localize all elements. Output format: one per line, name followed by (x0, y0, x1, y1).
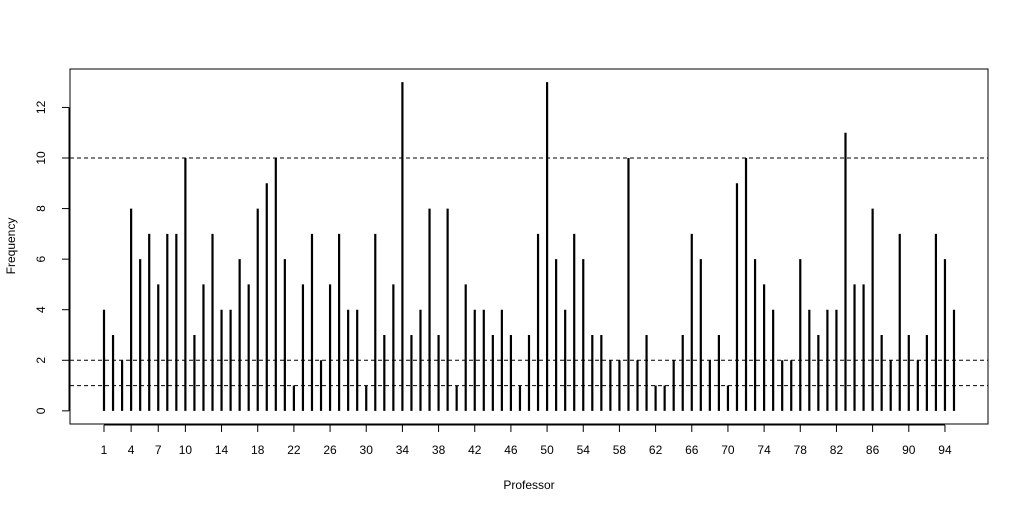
y-tick-label: 2 (34, 357, 48, 364)
x-tick-label: 94 (938, 443, 952, 457)
x-tick-label: 46 (504, 443, 518, 457)
x-tick-label: 66 (685, 443, 699, 457)
y-tick-label: 4 (34, 306, 48, 313)
y-tick-label: 0 (34, 407, 48, 414)
x-tick-label: 82 (830, 443, 844, 457)
x-tick-label: 58 (613, 443, 627, 457)
x-tick-label: 50 (540, 443, 554, 457)
x-tick-label: 74 (757, 443, 771, 457)
x-axis-label: Professor (503, 478, 554, 492)
y-tick-label: 6 (34, 255, 48, 262)
x-tick-label: 10 (179, 443, 193, 457)
y-tick-label: 8 (34, 205, 48, 212)
x-tick-label: 70 (721, 443, 735, 457)
x-tick-label: 90 (902, 443, 916, 457)
x-tick-label: 30 (360, 443, 374, 457)
x-tick-label: 86 (866, 443, 880, 457)
x-tick-label: 34 (396, 443, 410, 457)
x-tick-label: 62 (649, 443, 663, 457)
x-tick-label: 78 (794, 443, 808, 457)
x-tick-label: 18 (251, 443, 265, 457)
x-tick-label: 14 (215, 443, 229, 457)
x-tick-label: 38 (432, 443, 446, 457)
x-tick-label: 42 (468, 443, 482, 457)
y-tick-label: 10 (34, 151, 48, 165)
y-axis-label: Frequency (4, 218, 18, 275)
x-tick-label: 4 (128, 443, 135, 457)
x-tick-label: 1 (101, 443, 108, 457)
y-tick-label: 12 (34, 100, 48, 114)
x-tick-label: 26 (323, 443, 337, 457)
x-tick-label: 54 (577, 443, 591, 457)
plot-frame (69, 68, 989, 425)
x-tick-label: 7 (155, 443, 162, 457)
x-tick-label: 22 (287, 443, 301, 457)
